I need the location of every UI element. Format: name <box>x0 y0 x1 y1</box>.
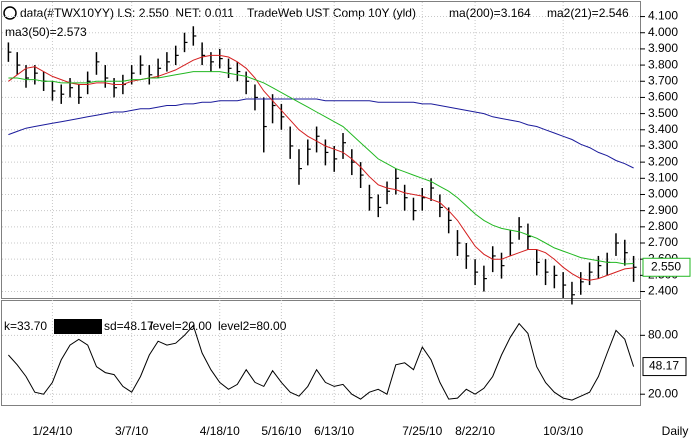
chart-title: data(#TWX10YY) LS: 2.550 NET: 0.011 Trad… <box>20 6 416 20</box>
price-panel <box>1 1 641 299</box>
y-tick-label: 80.00 <box>648 327 678 341</box>
y-tick-label: 3.300 <box>648 138 678 152</box>
indicator-label: sd=48.17 <box>104 319 154 333</box>
legend-entry: ma3(50)=2.573 <box>5 25 87 39</box>
y-tick-label: 2.900 <box>648 203 678 217</box>
price-marker <box>642 257 691 277</box>
x-tick-label: 3/7/10 <box>115 424 149 438</box>
x-tick-label: 10/3/10 <box>543 424 583 438</box>
y-tick-label: 3.200 <box>648 154 678 168</box>
moving-average-line <box>8 98 634 169</box>
y-tick-label: 4.100 <box>648 9 678 23</box>
label-highlight <box>54 319 102 334</box>
indicator-label: level=20.00 <box>150 319 212 333</box>
y-tick-label: 3.800 <box>648 57 678 71</box>
x-tick-label: 4/18/10 <box>200 424 240 438</box>
y-tick-label: 3.100 <box>648 170 678 184</box>
indicator-label: k=33.70 <box>4 319 47 333</box>
y-tick-label: 3.400 <box>648 122 678 136</box>
moving-average-line <box>8 71 634 265</box>
value-marker <box>642 357 687 377</box>
legend-entry: ma(200)=3.164 <box>449 6 531 20</box>
y-tick-label: 3.900 <box>648 41 678 55</box>
value-marker-label: 48.17 <box>649 359 679 373</box>
y-tick-label: 3.600 <box>648 90 678 104</box>
x-tick-label: 6/13/10 <box>314 424 354 438</box>
y-tick-label: 3.700 <box>648 73 678 87</box>
x-tick-label: 5/16/10 <box>261 424 301 438</box>
y-tick-label: 2.700 <box>648 235 678 249</box>
y-tick-label: 4.000 <box>648 25 678 39</box>
oscillator-panel <box>1 300 641 406</box>
y-tick-label: 20.00 <box>648 386 678 400</box>
indicator-label: level2=80.00 <box>218 319 287 333</box>
legend-entry: ma2(21)=2.546 <box>547 6 629 20</box>
y-tick-label: 2.800 <box>648 219 678 233</box>
indicator-label: d=37.48 <box>56 319 100 333</box>
x-tick-label: 8/22/10 <box>455 424 495 438</box>
periodicity: Daily <box>662 424 689 438</box>
symbol-icon <box>3 6 17 20</box>
price-marker-label: 2.550 <box>651 259 681 273</box>
x-tick-label: 7/25/10 <box>402 424 442 438</box>
x-tick-label: 1/24/10 <box>32 424 72 438</box>
moving-average-line <box>8 54 634 281</box>
y-tick-label: 2.400 <box>648 284 678 298</box>
y-tick-label: 3.500 <box>648 106 678 120</box>
y-tick-label: 3.000 <box>648 187 678 201</box>
oscillator-line <box>8 322 635 401</box>
